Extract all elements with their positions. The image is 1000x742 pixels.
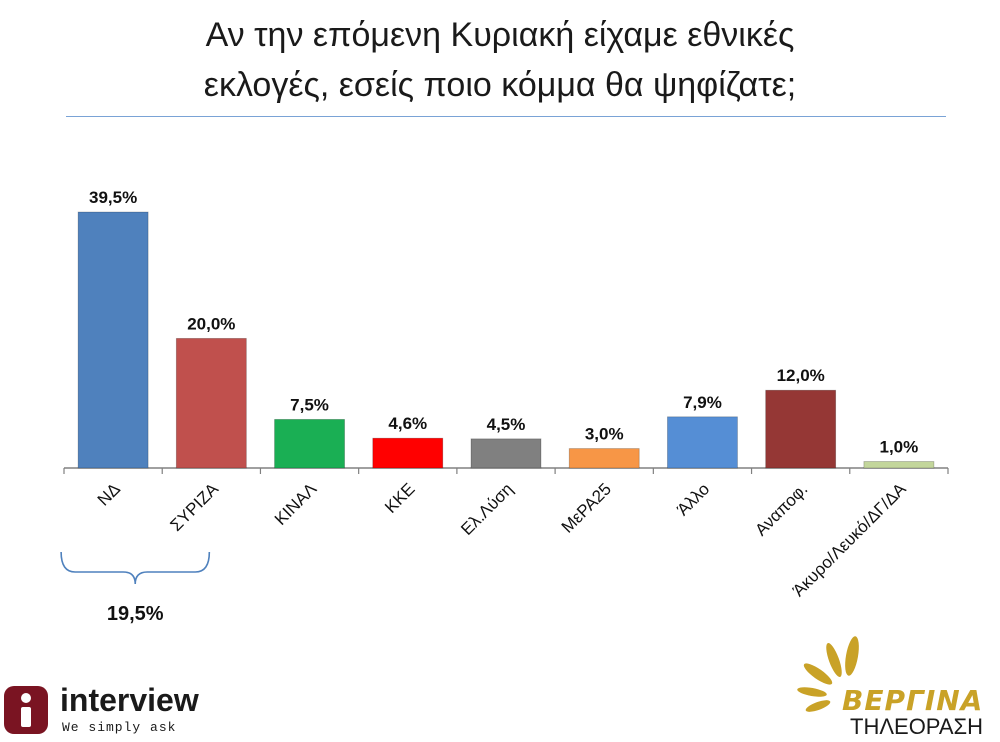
interview-brand: interview [60, 682, 199, 718]
bar-8 [765, 389, 837, 469]
interview-info-icon [4, 686, 48, 734]
value-label-1: 39,5% [89, 188, 137, 207]
category-label-8: Αναποφ. [751, 479, 811, 539]
interview-tagline: We simply ask [62, 720, 177, 735]
bar-6 [568, 448, 640, 469]
vergina-brand: ΒΕΡΓΙΝΑ [842, 684, 984, 717]
category-label-6: ΜεΡΑ25 [558, 479, 615, 536]
chart-title-line-2: εκλογές, εσείς ποιο κόμμα θα ψηφίζατε; [203, 66, 797, 104]
difference-bracket [60, 551, 211, 585]
category-label-5: Ελ.Λύση [457, 479, 517, 539]
bar-1 [77, 211, 149, 469]
value-label-9: 1,0% [880, 438, 919, 457]
value-label-2: 20,0% [187, 314, 235, 333]
bar-3 [274, 418, 345, 469]
value-label-5: 4,5% [487, 415, 526, 434]
chart-title-line-1: Αν την επόμενη Κυριακή είχαμε εθνικές [205, 16, 795, 54]
value-label-6: 3,0% [585, 425, 624, 444]
category-label-4: ΚΚΕ [381, 479, 418, 516]
vergina-subtitle: ΤΗΛΕΟΡΑΣΗ [850, 714, 984, 739]
difference-label: 19,5% [107, 603, 164, 625]
value-label-7: 7,9% [683, 393, 722, 412]
bar-2 [175, 337, 247, 469]
category-label-7: Άλλο [673, 479, 713, 519]
interview-logo: interview We simply ask [4, 682, 234, 738]
title-divider [66, 116, 946, 117]
bars-layer: 39,5% ΝΔ 20,0% ΣΥΡΙΖΑ 7,5% ΚΙΝΑΛ 4,6% ΚΚΕ 4,5% Ελ… [60, 188, 949, 625]
vergina-logo: ΒΕΡΓΙΝΑ ΤΗΛΕΟΡΑΣΗ [790, 634, 1000, 742]
bar-7 [667, 416, 738, 469]
value-label-3: 7,5% [290, 395, 329, 414]
bar-9 [863, 461, 935, 469]
bar-4 [372, 437, 444, 469]
value-label-4: 4,6% [388, 414, 427, 433]
vergina-sun-icon [797, 636, 859, 712]
category-label-3: ΚΙΝΑΛ [271, 479, 321, 529]
value-label-8: 12,0% [777, 366, 825, 385]
bar-5 [470, 438, 542, 469]
chart-title: Αν την επόμενη Κυριακή είχαμε εθνικές εκ… [0, 10, 1000, 110]
category-label-1: ΝΔ [94, 479, 124, 509]
category-label-2: ΣΥΡΙΖΑ [167, 479, 223, 535]
